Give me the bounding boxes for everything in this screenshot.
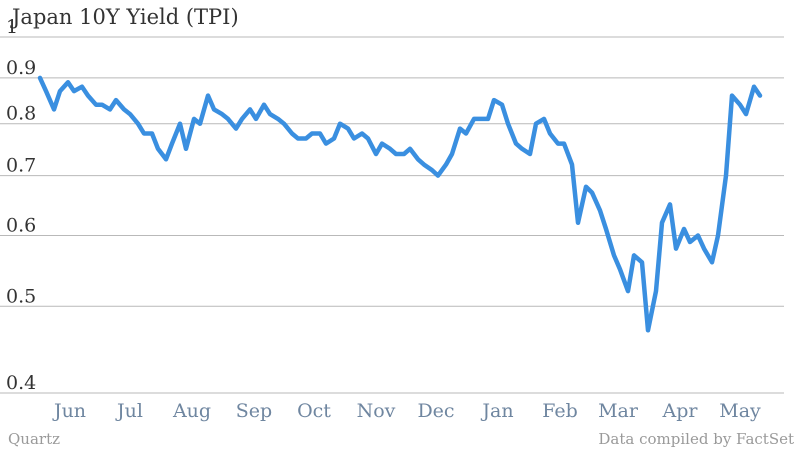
y-axis-ticks: 0.4 0.5 0.6 0.7 0.8 0.9 1 [6,16,36,394]
y-tick-label: 0.9 [6,57,36,79]
x-tick-label: Oct [297,400,331,422]
yield-line [37,75,763,333]
x-tick-label: Sep [236,400,272,422]
source-label: Quartz [8,430,60,448]
chart-title: Japan 10Y Yield (TPI) [10,5,239,29]
x-tick-label: Jun [52,400,86,422]
x-tick-label: Nov [357,400,396,422]
y-tick-label: 0.5 [6,285,36,307]
y-tick-label: 0.8 [6,103,36,125]
y-tick-label: 0.6 [6,214,36,236]
y-tick-label: 1 [6,16,18,38]
x-axis-ticks: Jun Jul Aug Sep Oct Nov Dec Jan Feb Mar Apr May [52,400,761,422]
x-tick-label: May [719,400,761,422]
y-tick-label: 0.7 [6,155,36,177]
x-tick-label: Jul [115,400,143,422]
grid-lines [0,36,784,394]
x-tick-label: Mar [598,400,639,422]
x-tick-label: Dec [417,400,454,422]
x-tick-label: Aug [172,400,211,422]
x-tick-label: Apr [662,400,699,422]
y-tick-label: 0.4 [6,372,36,394]
credit-label: Data compiled by FactSet [598,430,794,448]
x-tick-label: Feb [542,400,578,422]
x-tick-label: Jan [480,400,513,422]
